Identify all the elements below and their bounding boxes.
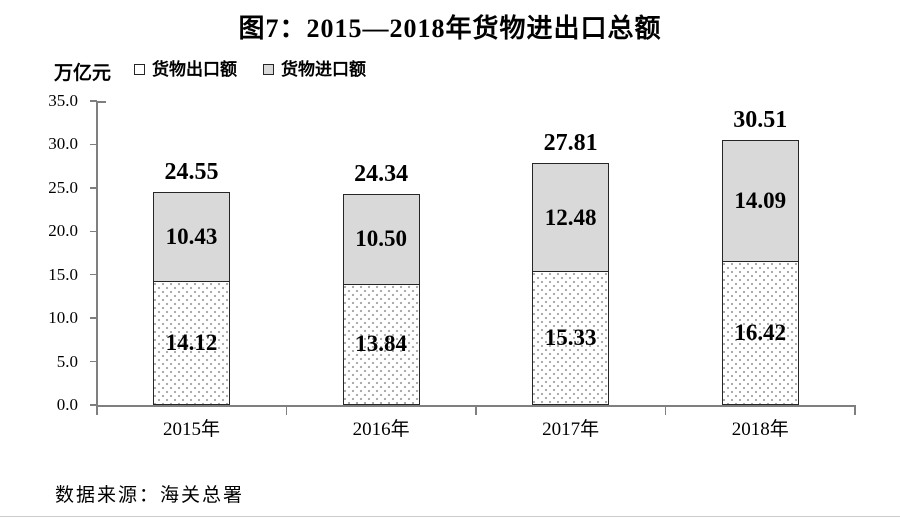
chart-title: 图7：2015—2018年货物进出口总额 — [238, 14, 662, 43]
bar-segment-import-2017年: 12.48 — [532, 163, 610, 272]
bottom-divider — [0, 516, 900, 517]
import-value-label: 14.09 — [734, 188, 787, 214]
export-value-label: 15.33 — [544, 324, 597, 350]
y-axis-end-cap — [96, 101, 106, 103]
y-axis-tick-label: 0.0 — [56, 395, 78, 414]
bar-total-label: 24.55 — [164, 158, 219, 185]
legend: 货物出口额 货物进口额 — [134, 61, 366, 78]
x-axis-category-label: 2017年 — [542, 419, 600, 440]
y-axis-unit-label: 万亿元 — [54, 63, 112, 84]
bar-segment-export-2018年: 16.42 — [721, 262, 799, 405]
bar-total-label: 24.34 — [354, 160, 409, 187]
data-source-note: 数据来源：海关总署 — [55, 485, 245, 506]
import-value-label: 10.50 — [355, 226, 407, 252]
import-value-label: 10.43 — [165, 224, 218, 250]
export-series-swatch-icon — [134, 64, 145, 75]
y-axis-tick — [89, 187, 97, 189]
x-axis-tick — [475, 406, 477, 415]
y-axis-tick-label: 30.0 — [48, 134, 78, 154]
x-axis-tick — [664, 406, 667, 415]
y-axis-tick-label: 10.0 — [48, 308, 78, 328]
y-axis-tick — [89, 100, 97, 102]
x-axis-line — [96, 405, 856, 407]
import-series-swatch-icon — [263, 64, 274, 75]
bar-segment-export-2016年: 13.84 — [342, 284, 420, 405]
x-axis-tick — [854, 406, 856, 415]
export-value-label: 14.12 — [165, 330, 218, 356]
export-value-label: 13.84 — [355, 331, 407, 357]
y-axis-tick — [89, 360, 97, 363]
y-axis-tick-label: 35.0 — [48, 91, 78, 110]
legend-label-import: 货物进口额 — [281, 60, 366, 79]
bar-segment-import-2018年: 14.09 — [721, 139, 799, 263]
y-axis-tick — [89, 317, 97, 319]
y-axis-tick — [89, 404, 97, 406]
x-axis-category-label: 2018年 — [731, 419, 789, 440]
bar-total-label: 30.51 — [733, 106, 788, 133]
y-axis-tick-label: 5.0 — [56, 351, 78, 371]
bar-segment-import-2016年: 10.50 — [342, 193, 420, 285]
x-axis-tick — [96, 406, 98, 415]
legend-item-export: 货物出口额 — [134, 61, 237, 78]
legend-item-import: 货物进口额 — [263, 61, 366, 78]
legend-label-export: 货物出口额 — [152, 60, 237, 79]
y-axis-line — [96, 101, 98, 407]
bar-segment-export-2017年: 15.33 — [532, 271, 610, 405]
x-axis-category-label: 2016年 — [352, 419, 410, 440]
y-axis-tick — [89, 143, 97, 146]
export-value-label: 16.42 — [734, 320, 787, 346]
x-axis-tick — [285, 406, 288, 415]
import-value-label: 12.48 — [544, 204, 597, 230]
bar-total-label: 27.81 — [543, 130, 598, 157]
y-axis-tick — [89, 273, 97, 276]
y-axis-tick-label: 15.0 — [48, 264, 78, 284]
y-axis-tick-label: 20.0 — [48, 221, 78, 241]
x-axis-category-label: 2015年 — [163, 419, 221, 440]
y-axis-tick — [89, 230, 97, 233]
bar-segment-import-2015年: 10.43 — [153, 191, 231, 283]
y-axis-tick-label: 25.0 — [48, 177, 78, 197]
bar-segment-export-2015年: 14.12 — [153, 282, 231, 405]
